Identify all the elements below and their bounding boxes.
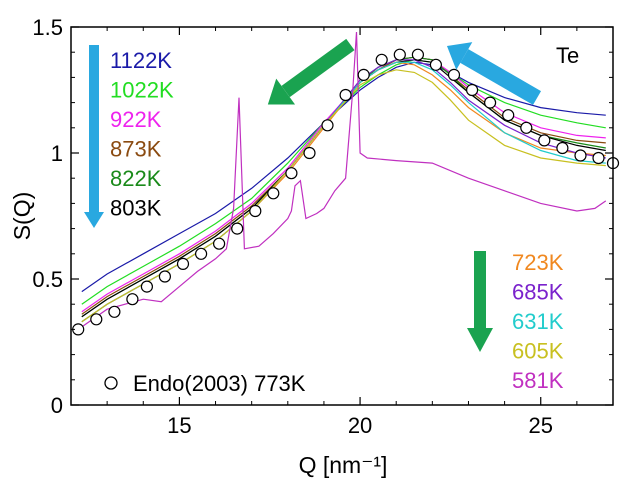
scatter-point (393, 48, 406, 61)
scatter-point (556, 141, 569, 155)
scatter-point (108, 305, 121, 318)
arrow-down-left-green (267, 38, 355, 105)
legend-label-822K: 822K (110, 166, 162, 191)
scatter-point (538, 134, 551, 147)
legend-left: 1122K 1022K 922K 873K 822K 803K (110, 48, 174, 221)
scatter-legend-marker (104, 376, 118, 390)
legend-right: 723K 685K 631K 605K 581K (512, 250, 564, 393)
legend-label-631K: 631K (512, 309, 564, 334)
arrow-down-blue (84, 45, 104, 228)
arrow-up-left-blue (446, 42, 542, 105)
scatter-point (357, 68, 370, 82)
arrow-down-green (467, 251, 493, 352)
scatter-point (126, 293, 139, 306)
scatter-point (90, 313, 103, 326)
legend-label-685K: 685K (512, 280, 564, 305)
y-tick-label: 1.5 (32, 15, 63, 40)
legend-label-1122K: 1122K (110, 48, 172, 73)
scatter-layer (72, 48, 620, 336)
scatter-point (520, 121, 533, 134)
scatter-point (140, 280, 153, 293)
plot-frame (70, 26, 614, 406)
x-tick-label: 15 (167, 413, 191, 438)
scatter-legend: Endo(2003) 773K (104, 371, 306, 396)
legend-label-723K: 723K (512, 250, 564, 275)
ticks-layer: 15 20 25 0 0.5 1 1.5 (32, 15, 614, 438)
y-tick-label: 1 (51, 141, 63, 166)
scatter-point (447, 68, 461, 82)
series-line-1122K (81, 61, 606, 293)
scatter-point (303, 146, 316, 160)
scatter-point (411, 48, 424, 61)
scatter-point (375, 53, 388, 66)
scatter-point (502, 109, 515, 122)
scatter-point (195, 247, 208, 260)
scatter-point (574, 149, 587, 162)
scatter-point (285, 167, 298, 180)
scatter-point (231, 222, 244, 235)
legend-label-873K: 873K (110, 137, 162, 162)
y-tick-label: 0.5 (32, 267, 63, 292)
x-axis-title: Q [nm⁻¹] (299, 452, 388, 478)
scatter-point (339, 88, 352, 102)
legend-label-581K: 581K (512, 368, 564, 393)
legend-label-1022K: 1022K (110, 78, 174, 103)
scatter-point (249, 204, 262, 218)
scatter-point (176, 257, 190, 270)
x-tick-label: 25 (528, 413, 552, 438)
legend-label-803K: 803K (110, 196, 162, 221)
series-line-581K (81, 31, 607, 328)
scatter-point (213, 237, 226, 250)
y-tick-label: 0 (51, 393, 63, 418)
scatter-legend-label: Endo(2003) 773K (133, 371, 306, 396)
scatter-point (429, 58, 442, 71)
legend-label-605K: 605K (512, 339, 564, 364)
scatter-point (466, 83, 479, 97)
x-tick-label: 20 (348, 413, 372, 438)
scatter-point (267, 187, 280, 200)
y-axis-title: S(Q) (9, 192, 35, 241)
scatter-point (321, 119, 334, 132)
scatter-point (592, 151, 605, 165)
legend-label-922K: 922K (110, 107, 162, 132)
scatter-point (158, 270, 171, 283)
annotation-te: Te (556, 43, 579, 68)
scatter-point (484, 96, 497, 109)
